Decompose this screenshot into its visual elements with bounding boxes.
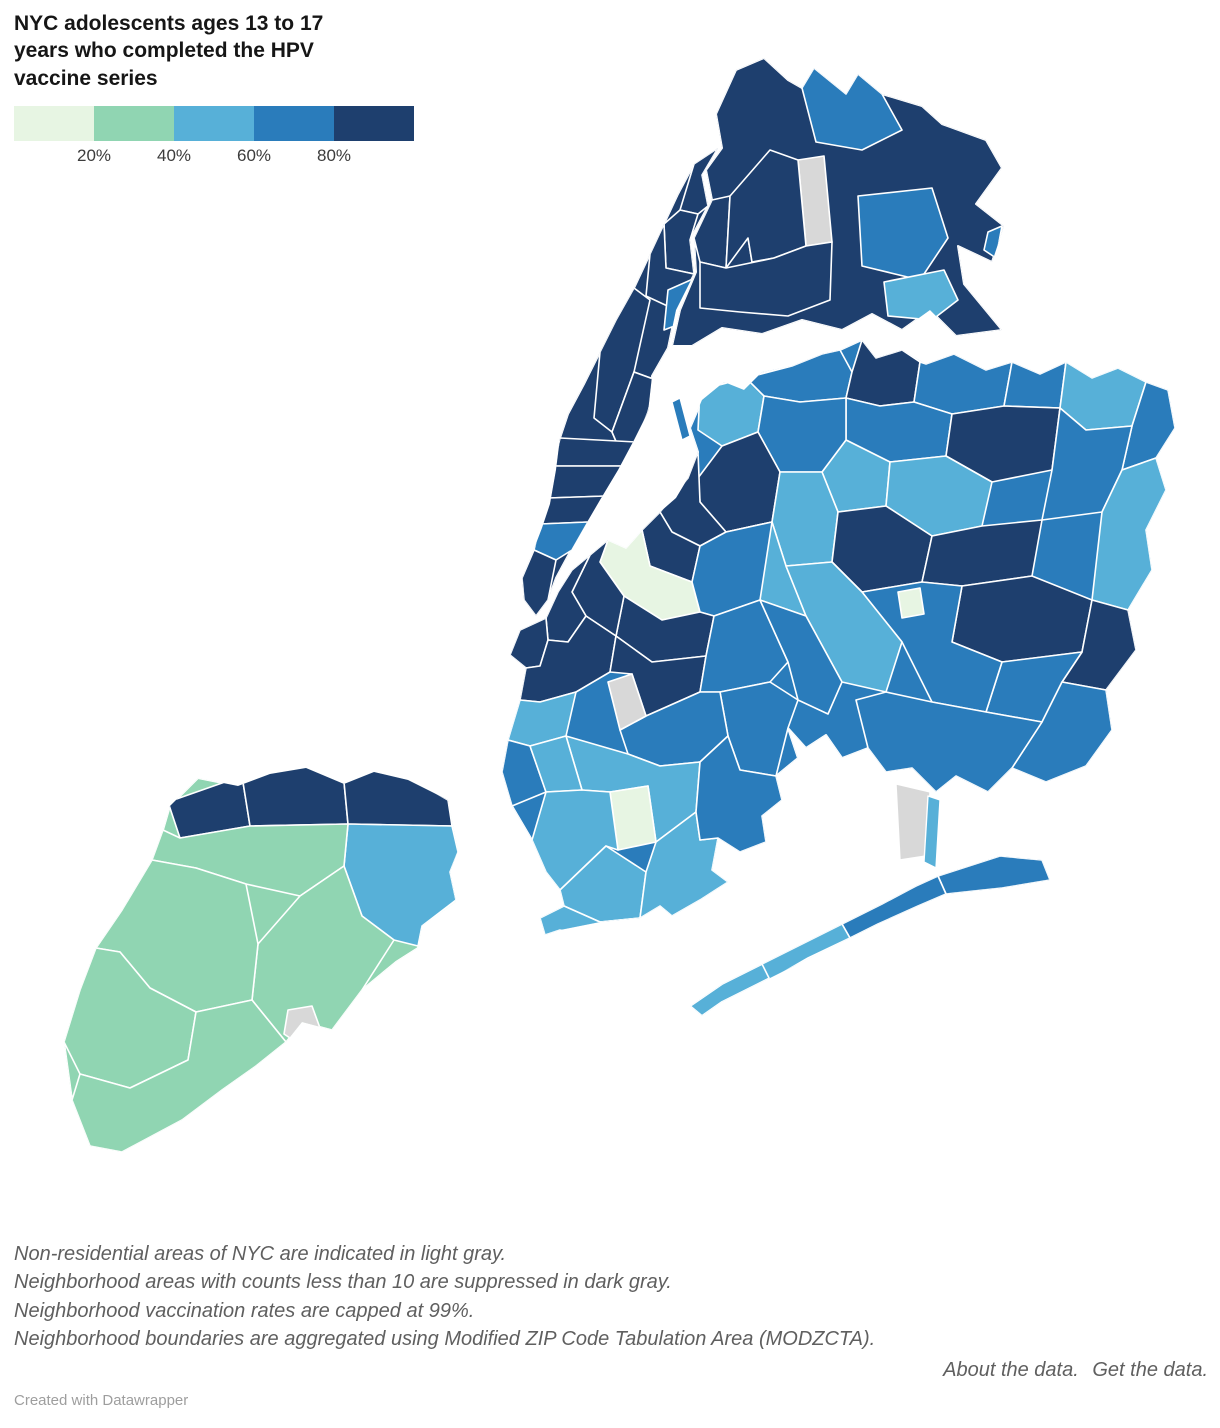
region-brooklyn-queens-1[interactable] <box>745 349 853 403</box>
region-brooklyn-queens-43[interactable] <box>502 739 547 807</box>
region-rockaway-0[interactable] <box>937 856 1050 895</box>
borough-manhattan <box>522 148 718 616</box>
region-manhattan-9[interactable] <box>539 495 607 525</box>
region-bronx-3[interactable] <box>857 187 949 281</box>
region-brooklyn-queens-51[interactable] <box>811 757 839 797</box>
legend-swatch-p4 <box>254 105 334 141</box>
region-staten-island-8[interactable] <box>71 999 287 1152</box>
note-nonresidential: Non-residential areas of NYC are indicat… <box>14 1243 507 1265</box>
get-the-data-link[interactable]: Get the data. <box>1092 1358 1208 1381</box>
region-brooklyn-queens-3[interactable] <box>913 353 1013 415</box>
page-title: NYC adolescents ages 13 to 17 years who … <box>14 12 324 90</box>
region-rockaway-1[interactable] <box>841 875 947 939</box>
region-brooklyn-queens-48[interactable] <box>639 811 729 919</box>
footer-links: About the data. Get the data. <box>14 1356 1208 1384</box>
island-broad-channel[interactable] <box>923 795 941 869</box>
note-modzcta: Neighborhood boundaries are aggregated u… <box>14 1328 876 1351</box>
region-bronx-8[interactable] <box>699 241 833 317</box>
note-capped: Neighborhood vaccination rates are cappe… <box>14 1299 475 1322</box>
header: NYC adolescents ages 13 to 17 years who … <box>14 10 414 168</box>
region-brooklyn-queens-37[interactable] <box>759 599 843 715</box>
about-the-data-link[interactable]: About the data. <box>943 1358 1079 1381</box>
region-staten-island-2[interactable] <box>343 769 453 827</box>
region-rockaway-2[interactable] <box>761 923 851 981</box>
region-staten-island-1[interactable] <box>241 766 349 827</box>
borough-rockaway <box>690 856 1050 1016</box>
island-roosevelt-island[interactable] <box>671 397 691 441</box>
region-brooklyn-queens-52[interactable] <box>897 587 925 619</box>
footer-notes: Non-residential areas of NYC are indicat… <box>14 1240 1208 1384</box>
datawrapper-credit[interactable]: Created with Datawrapper <box>14 1392 189 1409</box>
legend-label-20: 20% <box>76 145 112 165</box>
legend-swatch-p1 <box>14 105 94 141</box>
borough-staten-island <box>64 766 458 1152</box>
legend: 20% 40% 60% 80% <box>14 105 414 168</box>
region-brooklyn-queens-4[interactable] <box>1003 361 1067 409</box>
legend-swatch-p3 <box>174 105 254 141</box>
region-manhattan-1[interactable] <box>663 209 699 275</box>
legend-swatch-p2 <box>94 105 174 141</box>
region-manhattan-7[interactable] <box>553 437 637 467</box>
region-manhattan-8[interactable] <box>547 465 625 499</box>
region-brooklyn-queens-25[interactable] <box>855 691 1043 793</box>
legend-label-80: 80% <box>316 145 352 165</box>
region-bronx-0[interactable] <box>801 67 903 151</box>
region-staten-island-4[interactable] <box>151 823 349 897</box>
legend-label-40: 40% <box>156 145 192 165</box>
legend-label-60: 60% <box>236 145 272 165</box>
borough-brooklyn-queens <box>502 340 1175 935</box>
legend-swatch-p5 <box>334 105 414 141</box>
region-manhattan-11[interactable] <box>522 549 557 616</box>
region-brooklyn-queens-50[interactable] <box>607 673 647 731</box>
note-suppressed: Neighborhood areas with counts less than… <box>14 1271 672 1294</box>
borough-bronx <box>672 58 1004 346</box>
legend-swatches <box>14 105 414 141</box>
region-staten-island-9[interactable] <box>283 1005 321 1047</box>
legend-labels: 20% 40% 60% 80% <box>14 146 414 168</box>
region-bronx-4[interactable] <box>883 269 959 321</box>
